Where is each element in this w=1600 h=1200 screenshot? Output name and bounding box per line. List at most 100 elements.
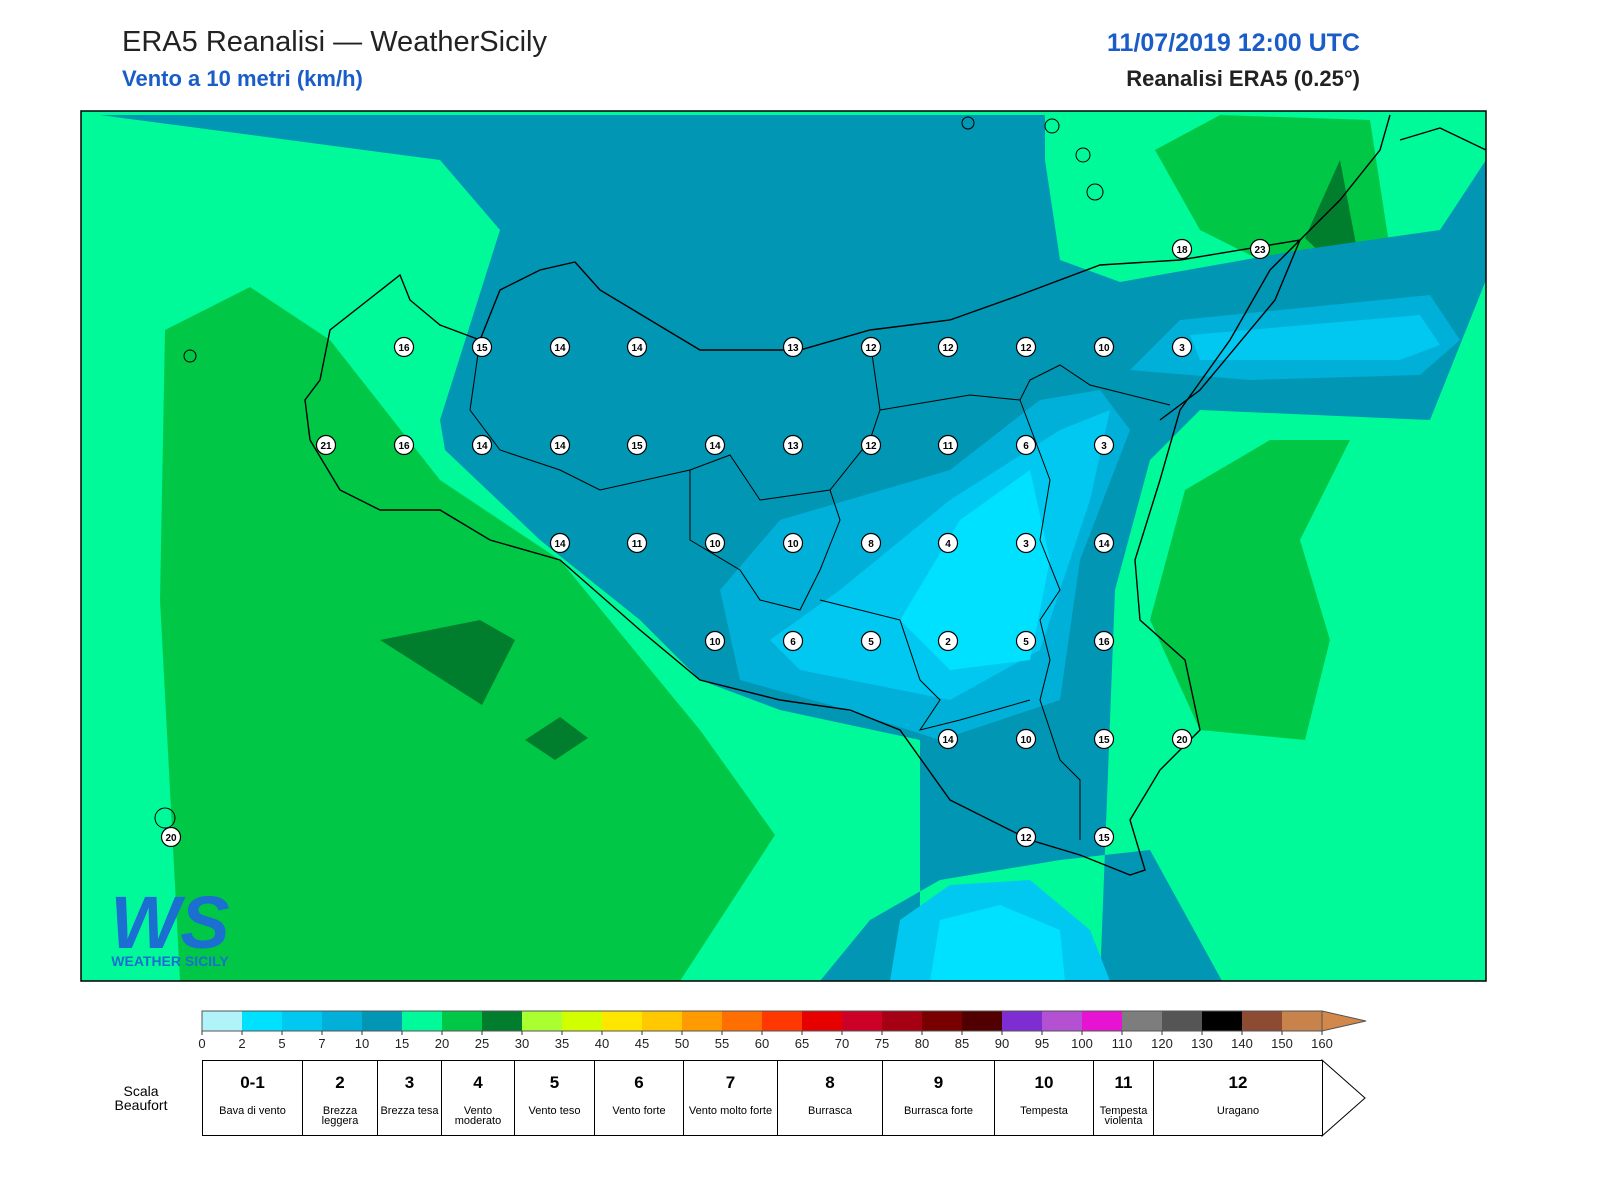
source: Reanalisi ERA5 (0.25°) bbox=[1126, 66, 1360, 91]
station-marker bbox=[1015, 434, 1037, 456]
beaufort-level: 11 Tempesta violenta bbox=[1093, 1060, 1154, 1136]
colorbar-tick-label: 55 bbox=[715, 1036, 729, 1051]
beaufort-label: Brezza leggera bbox=[321, 1105, 359, 1127]
map-frame bbox=[80, 110, 1487, 982]
border bbox=[1019, 399, 1081, 840]
beaufort-level: 5 Vento teso bbox=[514, 1060, 595, 1136]
colorbar-tick-label: 0 bbox=[198, 1036, 205, 1051]
station-value: 15 bbox=[1098, 735, 1110, 746]
colorbar-segment bbox=[522, 1011, 562, 1031]
colorbar-segment bbox=[242, 1011, 282, 1031]
colorbar-segment bbox=[922, 1011, 962, 1031]
beaufort-level: 6 Vento forte bbox=[594, 1060, 684, 1136]
beaufort-force: 8 bbox=[825, 1073, 835, 1092]
station-value: 12 bbox=[942, 343, 954, 354]
station-marker bbox=[471, 336, 493, 358]
beaufort-label: Burrasca forte bbox=[903, 1105, 974, 1117]
datetime: 11/07/2019 12:00 UTC bbox=[1107, 29, 1360, 57]
station-value: 13 bbox=[787, 441, 799, 452]
station-value: 3 bbox=[1101, 441, 1107, 452]
station-marker bbox=[782, 336, 804, 358]
colorbar-tick-label: 40 bbox=[595, 1036, 609, 1051]
colorbar: 0 2 5 7 10 15 20 25 30 35 40 45 50 55 60 65 70 75 80 85 90 95… bbox=[198, 1010, 1367, 1051]
beaufort-label: Uragano bbox=[1216, 1105, 1260, 1117]
colorbar-segment bbox=[642, 1011, 682, 1031]
station-value: 10 bbox=[787, 539, 799, 550]
station-value: 14 bbox=[1098, 539, 1110, 550]
beaufort-force: 4 bbox=[473, 1073, 483, 1092]
field-band bbox=[1150, 440, 1350, 740]
station-value: 14 bbox=[709, 441, 721, 452]
title: ERA5 Reanalisi — WeatherSicily bbox=[122, 26, 547, 58]
colorbar-segment bbox=[1242, 1011, 1282, 1031]
colorbar-tick-label: 150 bbox=[1271, 1036, 1293, 1051]
coastline bbox=[304, 238, 1303, 876]
colorbar-segment bbox=[1042, 1011, 1082, 1031]
station-marker bbox=[1093, 434, 1115, 456]
station-value: 6 bbox=[790, 637, 796, 648]
station-value: 20 bbox=[165, 833, 177, 844]
beaufort-label: Vento molto forte bbox=[688, 1105, 773, 1117]
station-marker bbox=[782, 532, 804, 554]
station-marker bbox=[549, 434, 571, 456]
station-value: 16 bbox=[398, 441, 410, 452]
colorbar-segment bbox=[962, 1011, 1002, 1031]
station-marker bbox=[160, 826, 182, 848]
colorbar-segment bbox=[882, 1011, 922, 1031]
beaufort-force: 11 bbox=[1114, 1073, 1133, 1092]
colorbar-segment bbox=[282, 1011, 322, 1031]
colorbar-segment bbox=[362, 1011, 402, 1031]
station-value: 14 bbox=[476, 441, 488, 452]
colorbar-segment bbox=[1162, 1011, 1202, 1031]
station-value: 4 bbox=[945, 539, 951, 550]
colorbar-tick-label: 120 bbox=[1151, 1036, 1173, 1051]
colorbar-segment bbox=[1202, 1011, 1242, 1031]
colorbar-tick-label: 30 bbox=[515, 1036, 529, 1051]
station-marker bbox=[937, 532, 959, 554]
station-value: 23 bbox=[1254, 245, 1266, 256]
station-marker bbox=[393, 336, 415, 358]
station-marker bbox=[782, 434, 804, 456]
station-marker bbox=[471, 434, 493, 456]
colorbar-segment bbox=[562, 1011, 602, 1031]
stations: 16 15 14 14 13 12 12 12 10 321 16 14 14 15 14 13 12 11 6 31… bbox=[160, 238, 1271, 848]
station-marker bbox=[1249, 238, 1271, 260]
station-marker bbox=[549, 336, 571, 358]
beaufort-force: 7 bbox=[725, 1073, 736, 1092]
colorbar-tick-label: 5 bbox=[278, 1036, 285, 1051]
colorbar-extension bbox=[1321, 1010, 1367, 1032]
island bbox=[183, 349, 197, 363]
station-value: 11 bbox=[632, 539, 643, 550]
coastline bbox=[1159, 239, 1301, 421]
colorbar-segment bbox=[1082, 1011, 1122, 1031]
border bbox=[819, 599, 1031, 731]
station-value: 16 bbox=[1098, 637, 1110, 648]
station-marker bbox=[626, 336, 648, 358]
field-band bbox=[380, 620, 515, 705]
colorbar-tick-label: 60 bbox=[755, 1036, 769, 1051]
colorbar-segment bbox=[762, 1011, 802, 1031]
beaufort-force: 10 bbox=[1034, 1073, 1054, 1092]
beaufort-label: Burrasca bbox=[807, 1105, 853, 1117]
beaufort-level: 3 Brezza tesa bbox=[377, 1060, 442, 1136]
colorbar-tick-label: 2 bbox=[238, 1036, 245, 1051]
field-band bbox=[1190, 315, 1440, 360]
station-marker bbox=[860, 336, 882, 358]
island bbox=[154, 807, 176, 829]
station-marker bbox=[860, 434, 882, 456]
beaufort-label: Bava di vento bbox=[219, 1105, 286, 1117]
colorbar-segment bbox=[1282, 1011, 1322, 1031]
station-marker bbox=[937, 434, 959, 456]
colorbar-segment bbox=[842, 1011, 882, 1031]
coastline bbox=[1399, 127, 1486, 151]
field-band bbox=[525, 717, 588, 760]
colorbar-tick-label: 45 bbox=[635, 1036, 649, 1051]
colorbar-tick-label: 110 bbox=[1112, 1036, 1133, 1051]
station-value: 10 bbox=[1098, 343, 1110, 354]
station-value: 12 bbox=[865, 441, 877, 452]
station-marker bbox=[393, 434, 415, 456]
station-marker bbox=[1015, 728, 1037, 750]
station-value: 13 bbox=[787, 343, 799, 354]
colorbar-tick-label: 35 bbox=[555, 1036, 569, 1051]
